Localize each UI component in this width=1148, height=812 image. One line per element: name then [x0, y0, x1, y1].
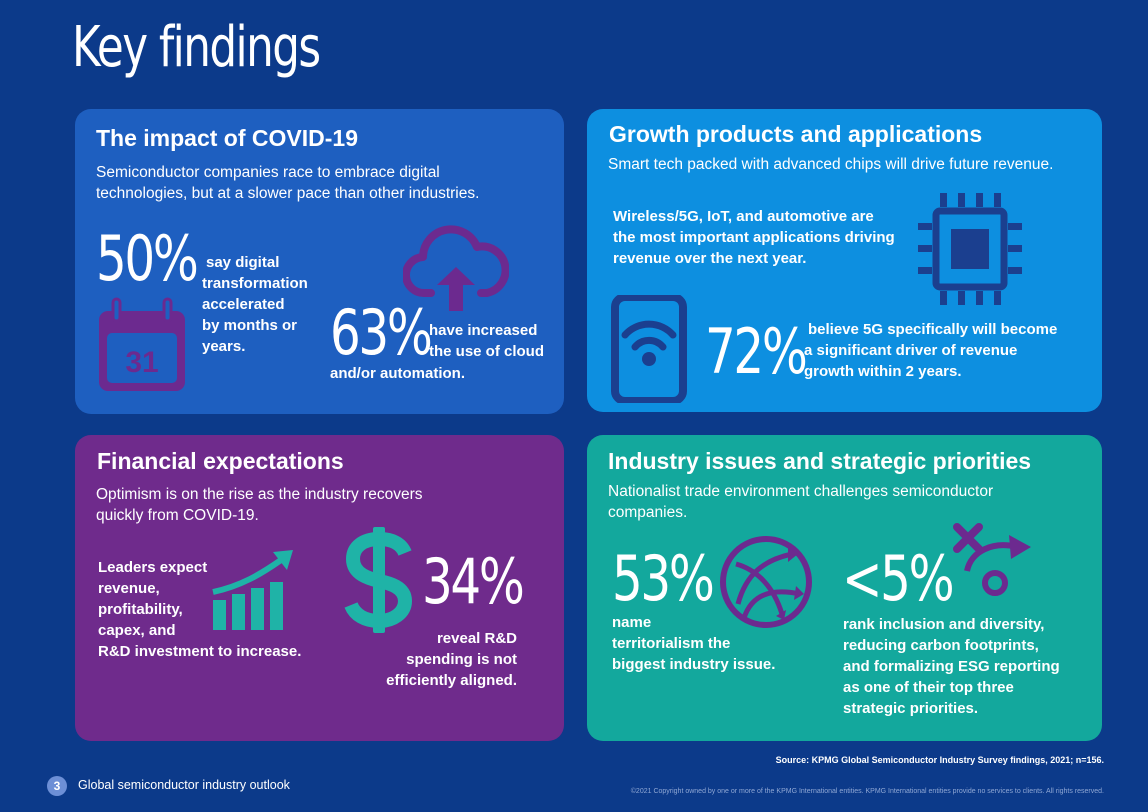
body-line: profitability, [98, 601, 183, 618]
growth-chart-icon [212, 550, 293, 630]
covid-stat1-text: say digital transformation accelerated b… [202, 252, 308, 357]
stat-line: the use of cloud [429, 343, 545, 360]
financial-title: Financial expectations [97, 448, 344, 474]
body-line: Wireless/5G, IoT, and automotive are [613, 208, 874, 225]
financial-subtitle-line: Optimism is on the rise as the industry … [96, 486, 423, 503]
covid-stat1-value: 50% [96, 222, 199, 295]
stat-line: years. [202, 338, 246, 355]
financial-stat-value: 34% [422, 545, 525, 618]
financial-subtitle-line: quickly from COVID-19. [96, 507, 259, 524]
publication-title: Global semiconductor industry outlook [78, 778, 290, 792]
stat-line: as one of their top three [843, 679, 1014, 696]
covid-subtitle-line: technologies, but at a slower pace than … [96, 185, 480, 202]
growth-subtitle: Smart tech packed with advanced chips wi… [608, 156, 1054, 173]
stat-line: accelerated [202, 296, 285, 313]
stat-line: territorialism the [612, 635, 731, 652]
body-line: revenue, [98, 580, 160, 597]
stat-line: have increased [429, 322, 538, 339]
covid-title: The impact of COVID-19 [96, 125, 358, 151]
body-line: revenue over the next year. [613, 250, 807, 267]
industry-subtitle-line: Nationalist trade environment challenges… [608, 483, 994, 500]
industry-stat1-text: name territorialism the biggest industry… [612, 612, 775, 675]
covid-card: The impact of COVID-19 Semiconductor com… [75, 109, 564, 414]
stat-line: believe 5G specifically will become [808, 321, 1058, 338]
chip-icon [918, 193, 1022, 305]
industry-subtitle: Nationalist trade environment challenges… [608, 481, 993, 523]
stat-line: reducing carbon footprints, [843, 637, 1039, 654]
financial-card: Financial expectations Optimism is on th… [75, 435, 564, 741]
growth-title: Growth products and applications [609, 121, 983, 147]
stat-line: reveal R&D [436, 630, 517, 647]
industry-card: Industry issues and strategic priorities… [587, 435, 1102, 741]
body-line: the most important applications driving [613, 229, 895, 246]
globe-arrows-icon [720, 536, 812, 628]
stat-line: rank inclusion and diversity, [843, 616, 1045, 633]
growth-body: Wireless/5G, IoT, and automotive are the… [613, 206, 895, 269]
body-line: R&D investment to increase. [98, 643, 302, 660]
covid-stat2-text: have increased the use of cloud [429, 320, 544, 362]
industry-subtitle-line: companies. [608, 504, 688, 521]
body-line: Leaders expect [98, 559, 208, 576]
covid-stat2-tail: and/or automation. [330, 365, 465, 382]
stat-line: growth within 2 years. [804, 363, 962, 380]
financial-body: Leaders expect revenue, profitability, c… [98, 557, 301, 662]
strategy-play-icon [953, 523, 1031, 596]
financial-stat-text: reveal R&D spending is not efficiently a… [365, 628, 517, 691]
stat-line: transformation [202, 275, 308, 292]
growth-card: Growth products and applications Smart t… [587, 109, 1102, 412]
body-line: capex, and [98, 622, 176, 639]
stat-line: biggest industry issue. [612, 656, 776, 673]
page-title: Key findings [72, 15, 321, 80]
calendar-icon: 31 [99, 297, 185, 391]
source-note: Source: KPMG Global Semiconductor Indust… [775, 755, 1104, 765]
financial-subtitle: Optimism is on the rise as the industry … [96, 484, 422, 526]
stat-line: say digital [206, 254, 280, 271]
industry-stat1-value: 53% [612, 542, 715, 615]
industry-title: Industry issues and strategic priorities [608, 448, 1032, 474]
stat-line: name [612, 614, 652, 631]
industry-stat2-value: <5% [842, 542, 955, 615]
covid-subtitle-line: Semiconductor companies race to embrace … [96, 164, 440, 181]
stat-line: and formalizing ESG reporting [843, 658, 1060, 675]
page-number-badge: 3 [47, 776, 67, 796]
stat-line: a significant driver of revenue [804, 342, 1018, 359]
smartphone-wifi-icon [611, 295, 687, 403]
calendar-day: 31 [125, 346, 158, 379]
growth-stat-text: believe 5G specifically will become a si… [804, 319, 1057, 382]
stat-line: spending is not [406, 651, 517, 668]
growth-stat-value: 72% [705, 315, 808, 388]
stat-line: by months or [202, 317, 298, 334]
industry-stat2-text: rank inclusion and diversity, reducing c… [843, 614, 1060, 719]
covid-subtitle: Semiconductor companies race to embrace … [96, 162, 479, 204]
copyright-notice: ©2021 Copyright owned by one or more of … [630, 788, 1104, 795]
cloud-upload-icon [403, 225, 509, 311]
dollar-icon [344, 527, 413, 633]
stat-line: strategic priorities. [843, 700, 979, 717]
covid-stat2-value: 63% [330, 296, 433, 369]
stat-line: efficiently aligned. [386, 672, 517, 689]
